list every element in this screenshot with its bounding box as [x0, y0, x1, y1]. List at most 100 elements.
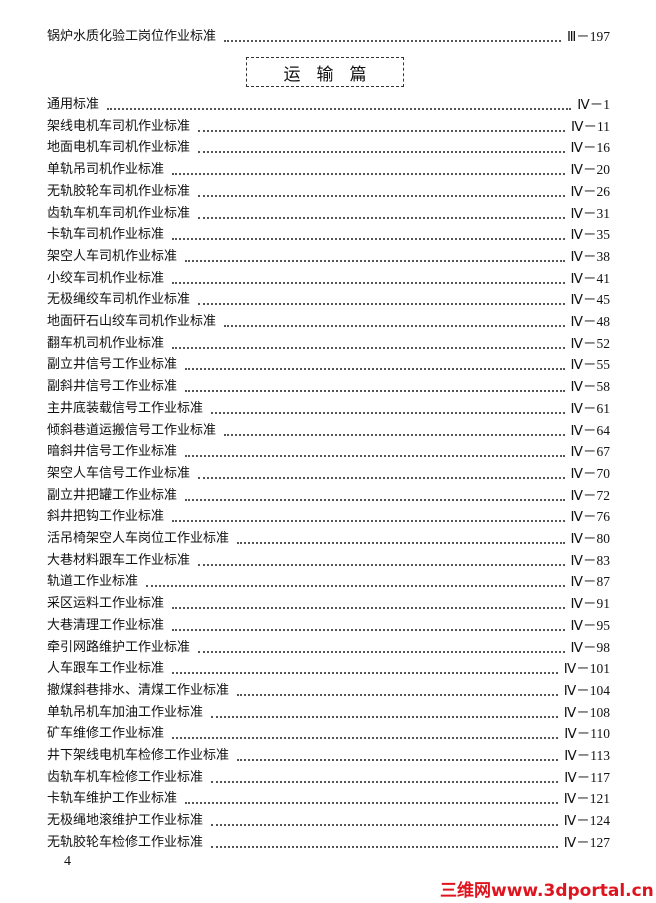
- toc-entry-title: 翻车机司机作业标准: [47, 335, 165, 351]
- toc-entry-page: Ⅳ－72: [570, 487, 610, 503]
- toc-entry[interactable]: 副立井把罐工作业标准 Ⅳ－72: [47, 487, 610, 505]
- dot-leader: [211, 715, 558, 718]
- toc-entry-title: 活吊椅架空人车岗位工作业标准: [47, 531, 230, 546]
- toc-entry[interactable]: 通用标准 Ⅳ－1: [47, 96, 610, 114]
- toc-entry-page: Ⅳ－38: [570, 248, 610, 264]
- toc-entry-title: 副立井把罐工作业标准: [47, 487, 178, 503]
- toc-entry[interactable]: 副斜井信号工作业标准 Ⅳ－58: [47, 378, 610, 396]
- toc-entry[interactable]: 架空人车信号工作业标准 Ⅳ－70: [47, 465, 610, 483]
- toc-entry[interactable]: 无极绳绞车司机作业标准 Ⅳ－45: [47, 291, 610, 309]
- toc-entry-page: Ⅳ－45: [570, 292, 610, 308]
- dot-leader: [172, 346, 565, 349]
- dot-leader: [172, 737, 559, 740]
- toc-entry-title: 矿车维修工作业标准: [47, 726, 165, 742]
- toc-entry-title: 卡轨车维护工作业标准: [47, 791, 178, 807]
- toc-entry[interactable]: 齿轨车机车检修工作业标准 Ⅳ－117: [47, 769, 610, 787]
- toc-entry-page: Ⅲ－197: [566, 29, 610, 44]
- toc-entry-page: Ⅳ－61: [570, 400, 610, 416]
- toc-entry-page: Ⅳ－48: [570, 314, 610, 329]
- dot-leader: [237, 759, 559, 761]
- dot-leader: [172, 607, 565, 610]
- toc-entry-title: 地面矸石山绞车司机作业标准: [47, 314, 217, 329]
- toc-entry[interactable]: 撤煤斜巷排水、清煤工作业标准 Ⅳ－104: [47, 682, 610, 700]
- dot-leader: [224, 433, 565, 436]
- toc-entry[interactable]: 卡轨车维护工作业标准 Ⅳ－121: [47, 790, 610, 808]
- toc-entry-title: 单轨吊司机作业标准: [47, 162, 165, 178]
- toc-entry-title: 撤煤斜巷排水、清煤工作业标准: [47, 682, 230, 698]
- dot-leader: [198, 216, 565, 219]
- toc-entry-page: Ⅳ－113: [564, 748, 610, 763]
- toc-entry-title: 架线电机车司机作业标准: [47, 118, 191, 134]
- toc-entry-page: Ⅳ－87: [570, 574, 610, 590]
- toc-entry[interactable]: 大巷清理工作业标准 Ⅳ－95: [47, 617, 610, 635]
- toc-entry-page: Ⅳ－104: [563, 682, 610, 698]
- dot-leader: [237, 693, 558, 696]
- toc-entry[interactable]: 井下架线电机车检修工作业标准 Ⅳ－113: [47, 747, 610, 765]
- toc-entry-title: 架空人车司机作业标准: [47, 248, 178, 264]
- toc-entry-page: Ⅳ－127: [563, 834, 610, 850]
- toc-entry[interactable]: 无轨胶轮车检修工作业标准 Ⅳ－127: [47, 834, 610, 852]
- toc-entry[interactable]: 活吊椅架空人车岗位工作业标准 Ⅳ－80: [47, 530, 610, 548]
- dot-leader: [198, 476, 565, 479]
- dot-leader: [172, 520, 565, 523]
- toc-entry-page: Ⅳ－1: [577, 97, 610, 112]
- toc-entry-page: Ⅳ－67: [570, 444, 610, 460]
- toc-entry[interactable]: 倾斜巷道运搬信号工作业标准 Ⅳ－64: [47, 422, 610, 440]
- dot-leader: [107, 108, 572, 110]
- toc-entry[interactable]: 斜井把钩工作业标准 Ⅳ－76: [47, 508, 610, 526]
- dot-leader: [198, 194, 565, 197]
- toc-entry[interactable]: 矿车维修工作业标准 Ⅳ－110: [47, 725, 610, 743]
- toc-entry-page: Ⅳ－110: [564, 726, 610, 742]
- toc-entry[interactable]: 无极绳地滚维护工作业标准 Ⅳ－124: [47, 812, 610, 830]
- toc-entry[interactable]: 主井底装载信号工作业标准 Ⅳ－61: [47, 400, 610, 418]
- toc-entry-title: 齿轨车机车司机作业标准: [47, 205, 191, 221]
- dot-leader: [211, 780, 559, 783]
- dot-leader: [198, 650, 565, 653]
- toc-entry-title: 地面电机车司机作业标准: [47, 140, 191, 156]
- dot-leader: [172, 281, 565, 284]
- dot-leader: [211, 824, 558, 827]
- toc-entry[interactable]: 翻车机司机作业标准 Ⅳ－52: [47, 335, 610, 353]
- toc-entry-page: Ⅳ－31: [570, 205, 610, 221]
- toc-entry-page: Ⅳ－91: [570, 596, 610, 612]
- toc-entry-title: 主井底装载信号工作业标准: [47, 400, 204, 416]
- toc-entry-title: 卡轨车司机作业标准: [47, 227, 165, 243]
- toc-entry-page: Ⅳ－121: [563, 791, 610, 807]
- toc-entry-title: 无轨胶轮车检修工作业标准: [47, 834, 204, 850]
- toc-entry-page: Ⅳ－20: [570, 162, 610, 178]
- toc-entry[interactable]: 牵引网路维护工作业标准 Ⅳ－98: [47, 639, 610, 657]
- toc-entry[interactable]: 采区运料工作业标准 Ⅳ－91: [47, 595, 610, 613]
- toc-entry-page: Ⅳ－76: [570, 509, 610, 525]
- toc-entry-title: 无极绳地滚维护工作业标准: [47, 813, 204, 829]
- toc-entry[interactable]: 单轨吊司机作业标准 Ⅳ－20: [47, 161, 610, 179]
- toc-entry-page: Ⅳ－117: [564, 769, 610, 785]
- toc-entry-page: Ⅳ－11: [571, 118, 610, 134]
- toc-entry[interactable]: 暗斜井信号工作业标准 Ⅳ－67: [47, 443, 610, 461]
- toc-entry-prev[interactable]: 锅炉水质化验工岗位作业标准 Ⅲ－197: [47, 28, 610, 46]
- toc-entry[interactable]: 地面电机车司机作业标准 Ⅳ－16: [47, 139, 610, 157]
- toc-entry[interactable]: 小绞车司机作业标准 Ⅳ－41: [47, 270, 610, 288]
- toc-entry[interactable]: 架线电机车司机作业标准 Ⅳ－11: [47, 118, 610, 136]
- toc-entry-title: 小绞车司机作业标准: [47, 270, 165, 286]
- dot-leader: [198, 129, 566, 132]
- toc-entry[interactable]: 地面矸石山绞车司机作业标准 Ⅳ－48: [47, 313, 610, 331]
- toc-entry[interactable]: 人车跟车工作业标准 Ⅳ－101: [47, 660, 610, 678]
- toc-entry-title: 单轨吊机车加油工作业标准: [47, 704, 204, 720]
- toc-entry[interactable]: 单轨吊机车加油工作业标准 Ⅳ－108: [47, 704, 610, 722]
- toc-entry[interactable]: 卡轨车司机作业标准 Ⅳ－35: [47, 226, 610, 244]
- dot-leader: [172, 672, 558, 675]
- toc-entry[interactable]: 无轨胶轮车司机作业标准 Ⅳ－26: [47, 183, 610, 201]
- watermark: 三维网www.3dportal.cn: [440, 881, 654, 901]
- toc-entry[interactable]: 副立井信号工作业标准 Ⅳ－55: [47, 356, 610, 374]
- toc-entry-page: Ⅳ－52: [570, 335, 610, 351]
- toc-entry-title: 采区运料工作业标准: [47, 596, 165, 612]
- toc-entry[interactable]: 轨道工作业标准 Ⅳ－87: [47, 573, 610, 591]
- toc-entry-title: 人车跟车工作业标准: [47, 661, 165, 677]
- toc-entry-title: 无极绳绞车司机作业标准: [47, 292, 191, 308]
- dot-leader: [211, 411, 565, 414]
- toc-entry[interactable]: 齿轨车机车司机作业标准 Ⅳ－31: [47, 205, 610, 223]
- dot-leader: [198, 563, 565, 566]
- toc-entry[interactable]: 大巷材料跟车工作业标准 Ⅳ－83: [47, 552, 610, 570]
- toc-entry[interactable]: 架空人车司机作业标准 Ⅳ－38: [47, 248, 610, 266]
- toc-entry-title: 轨道工作业标准: [47, 574, 139, 590]
